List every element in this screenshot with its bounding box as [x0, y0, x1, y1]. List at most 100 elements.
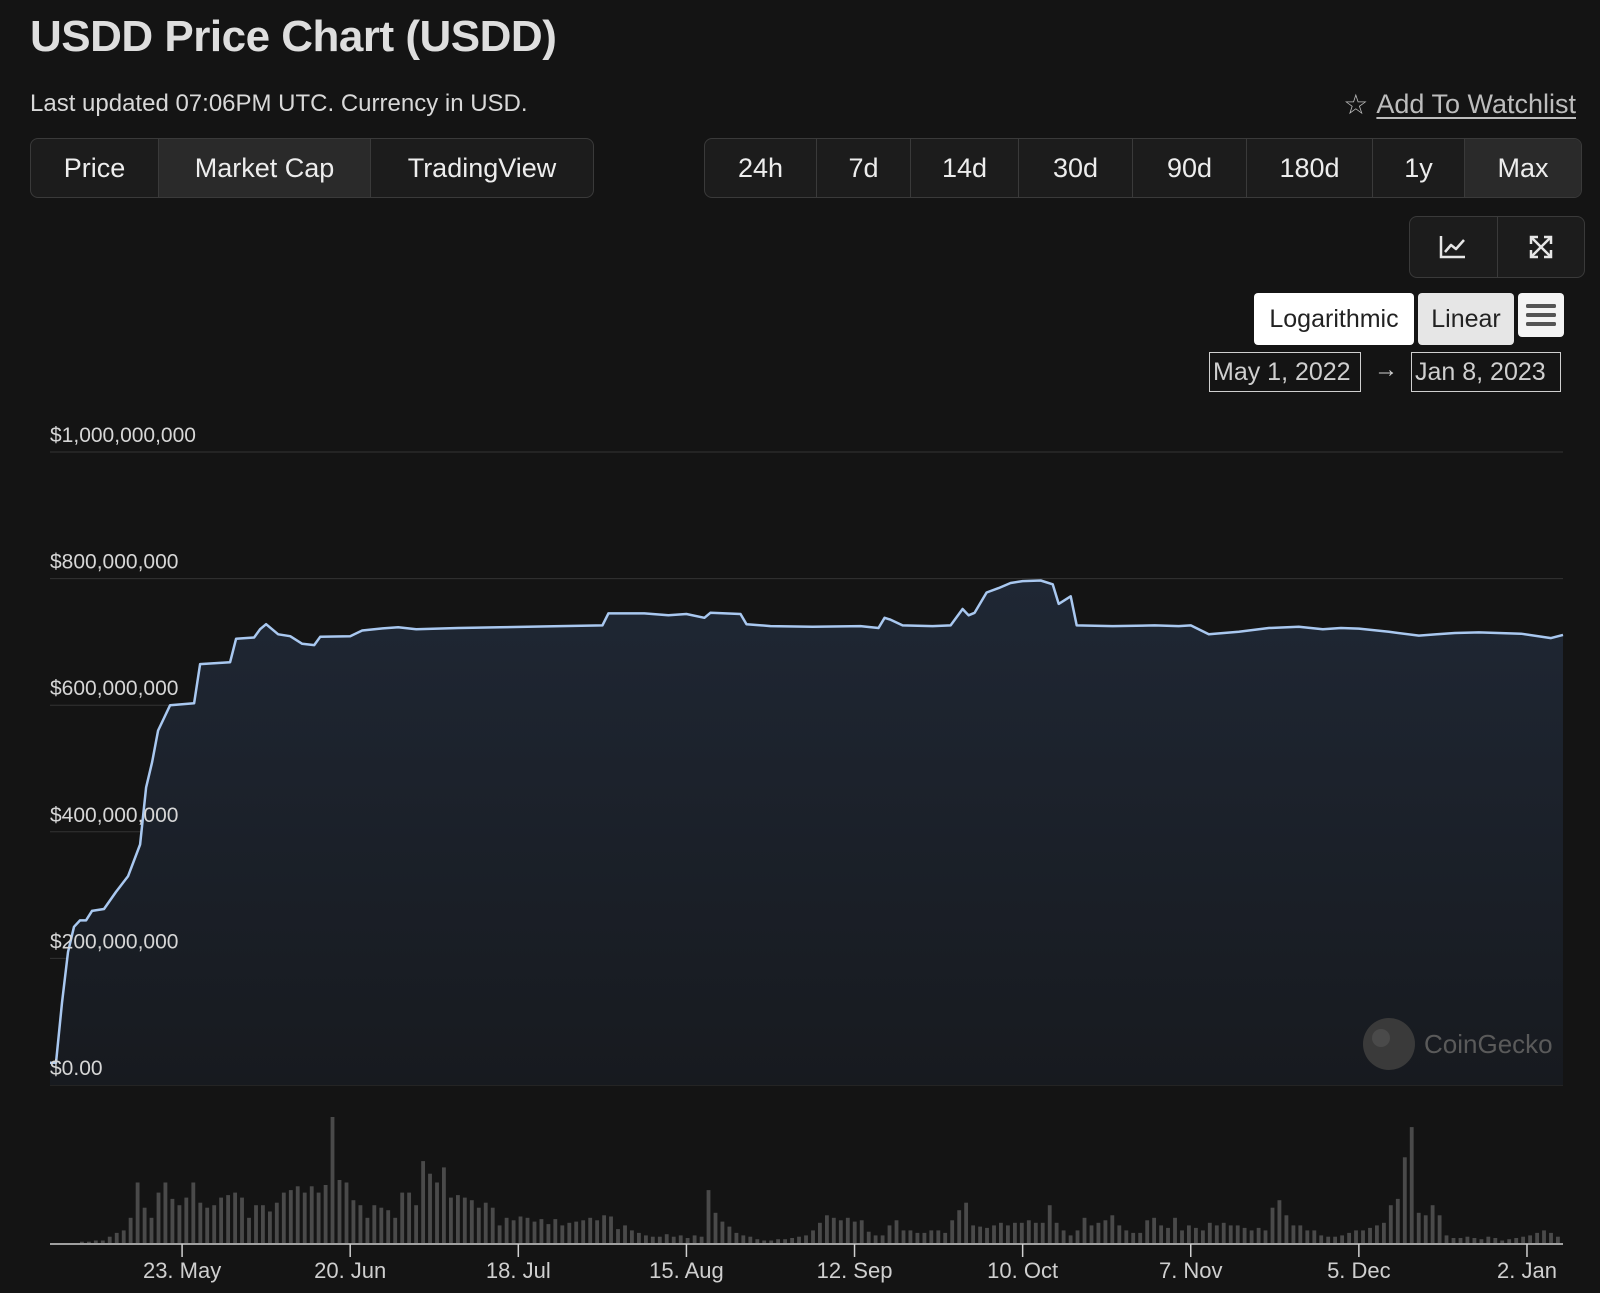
volume-bar	[449, 1197, 453, 1243]
logarithmic-scale-button[interactable]: Logarithmic	[1254, 293, 1414, 345]
volume-bar	[553, 1219, 558, 1243]
volume-bar	[887, 1225, 892, 1243]
volume-bar	[630, 1230, 634, 1243]
volume-bar	[713, 1212, 718, 1243]
volume-bar	[734, 1232, 739, 1243]
volume-bar	[511, 1220, 516, 1243]
date-from-input[interactable]: May 1, 2022	[1209, 352, 1361, 392]
volume-bar	[80, 1241, 84, 1243]
range-14d[interactable]: 14d	[911, 139, 1019, 197]
range-1y[interactable]: 1y	[1373, 139, 1465, 197]
volume-bar	[1256, 1227, 1261, 1243]
volume-bar	[219, 1197, 224, 1243]
volume-bar	[845, 1217, 850, 1243]
watermark-text: CoinGecko	[1424, 1029, 1553, 1059]
volume-bar	[901, 1230, 906, 1243]
volume-bar	[1423, 1215, 1428, 1243]
volume-bar	[1103, 1220, 1108, 1243]
volume-bar	[574, 1221, 579, 1243]
chart-type-tabs: Price Market Cap TradingView	[30, 138, 594, 198]
volume-bar	[1228, 1225, 1233, 1243]
volume-bar	[650, 1236, 655, 1243]
volume-bar	[1187, 1225, 1191, 1243]
volume-bar	[581, 1220, 586, 1243]
volume-bar	[623, 1225, 627, 1243]
volume-bar	[1033, 1222, 1038, 1243]
range-90d[interactable]: 90d	[1133, 139, 1247, 197]
volume-bar	[330, 1117, 335, 1243]
volume-bar	[1061, 1230, 1066, 1243]
volume-bar	[1542, 1230, 1546, 1243]
volume-bar	[107, 1236, 112, 1243]
volume-bar	[783, 1239, 788, 1243]
volume-bar	[769, 1240, 774, 1243]
x-tick-label: 18. Jul	[486, 1258, 551, 1283]
volume-bar	[1500, 1240, 1505, 1243]
volume-bar	[1166, 1227, 1170, 1243]
volume-bar	[1319, 1235, 1324, 1243]
volume-bar	[825, 1215, 829, 1243]
volume-bar	[288, 1190, 293, 1243]
x-tick-label: 7. Nov	[1159, 1258, 1223, 1283]
volume-bar	[337, 1180, 342, 1243]
volume-bar	[428, 1173, 432, 1243]
range-30d[interactable]: 30d	[1019, 139, 1133, 197]
coingecko-watermark: CoinGecko	[1363, 1018, 1553, 1070]
volume-bar	[365, 1217, 370, 1243]
volume-bar	[1451, 1238, 1456, 1243]
add-to-watchlist-link[interactable]: ☆ Add To Watchlist	[1343, 88, 1576, 121]
x-tick-label: 12. Sep	[817, 1258, 893, 1283]
volume-bar	[1416, 1212, 1421, 1243]
volume-bar	[720, 1221, 725, 1243]
tab-market-cap[interactable]: Market Cap	[159, 139, 371, 197]
volume-bar	[316, 1192, 321, 1243]
volume-bar	[1368, 1227, 1372, 1243]
date-to-input[interactable]: Jan 8, 2023	[1411, 352, 1561, 392]
volume-bar	[177, 1205, 182, 1243]
volume-bar	[971, 1225, 976, 1243]
volume-bar	[804, 1235, 808, 1243]
range-max[interactable]: Max	[1465, 139, 1581, 197]
volume-bar	[1437, 1215, 1442, 1243]
volume-bar	[657, 1236, 662, 1243]
star-icon: ☆	[1343, 89, 1369, 120]
volume-bar	[456, 1195, 460, 1243]
volume-bar	[149, 1217, 154, 1243]
volume-bar	[1409, 1127, 1414, 1243]
volume-bar	[1340, 1235, 1345, 1243]
volume-bar	[943, 1232, 948, 1243]
volume-bar	[1514, 1238, 1519, 1243]
tab-price[interactable]: Price	[31, 139, 159, 197]
volume-bar	[831, 1217, 836, 1243]
volume-bar	[999, 1222, 1003, 1243]
tab-tradingview[interactable]: TradingView	[407, 152, 557, 183]
volume-bar	[1535, 1232, 1540, 1243]
range-180d[interactable]: 180d	[1247, 139, 1373, 197]
volume-bar	[985, 1227, 989, 1243]
volume-bar	[261, 1205, 265, 1243]
volume-bar	[1013, 1222, 1017, 1243]
page-title: USDD Price Chart (USDD)	[30, 12, 557, 61]
volume-bar	[1089, 1225, 1094, 1243]
volume-bar	[644, 1235, 648, 1243]
range-24h[interactable]: 24h	[705, 139, 817, 197]
volume-bar	[1201, 1230, 1205, 1243]
volume-bar	[790, 1238, 795, 1243]
volume-bar	[595, 1220, 600, 1243]
menu-icon[interactable]	[1518, 293, 1564, 337]
volume-bar	[518, 1216, 523, 1243]
volume-bar	[727, 1226, 732, 1243]
volume-bar	[1006, 1225, 1010, 1243]
volume-bar	[894, 1220, 899, 1243]
volume-bar	[191, 1182, 196, 1243]
line-chart-icon[interactable]	[1410, 217, 1498, 277]
volume-bar	[1549, 1232, 1553, 1243]
range-7d[interactable]: 7d	[817, 139, 911, 197]
volume-bar	[114, 1232, 119, 1243]
volume-bar	[811, 1230, 815, 1243]
volume-bar	[1333, 1236, 1338, 1243]
fullscreen-icon[interactable]	[1498, 217, 1585, 277]
volume-bar	[281, 1192, 286, 1243]
volume-bar	[135, 1182, 140, 1243]
linear-scale-button[interactable]: Linear	[1418, 293, 1514, 345]
